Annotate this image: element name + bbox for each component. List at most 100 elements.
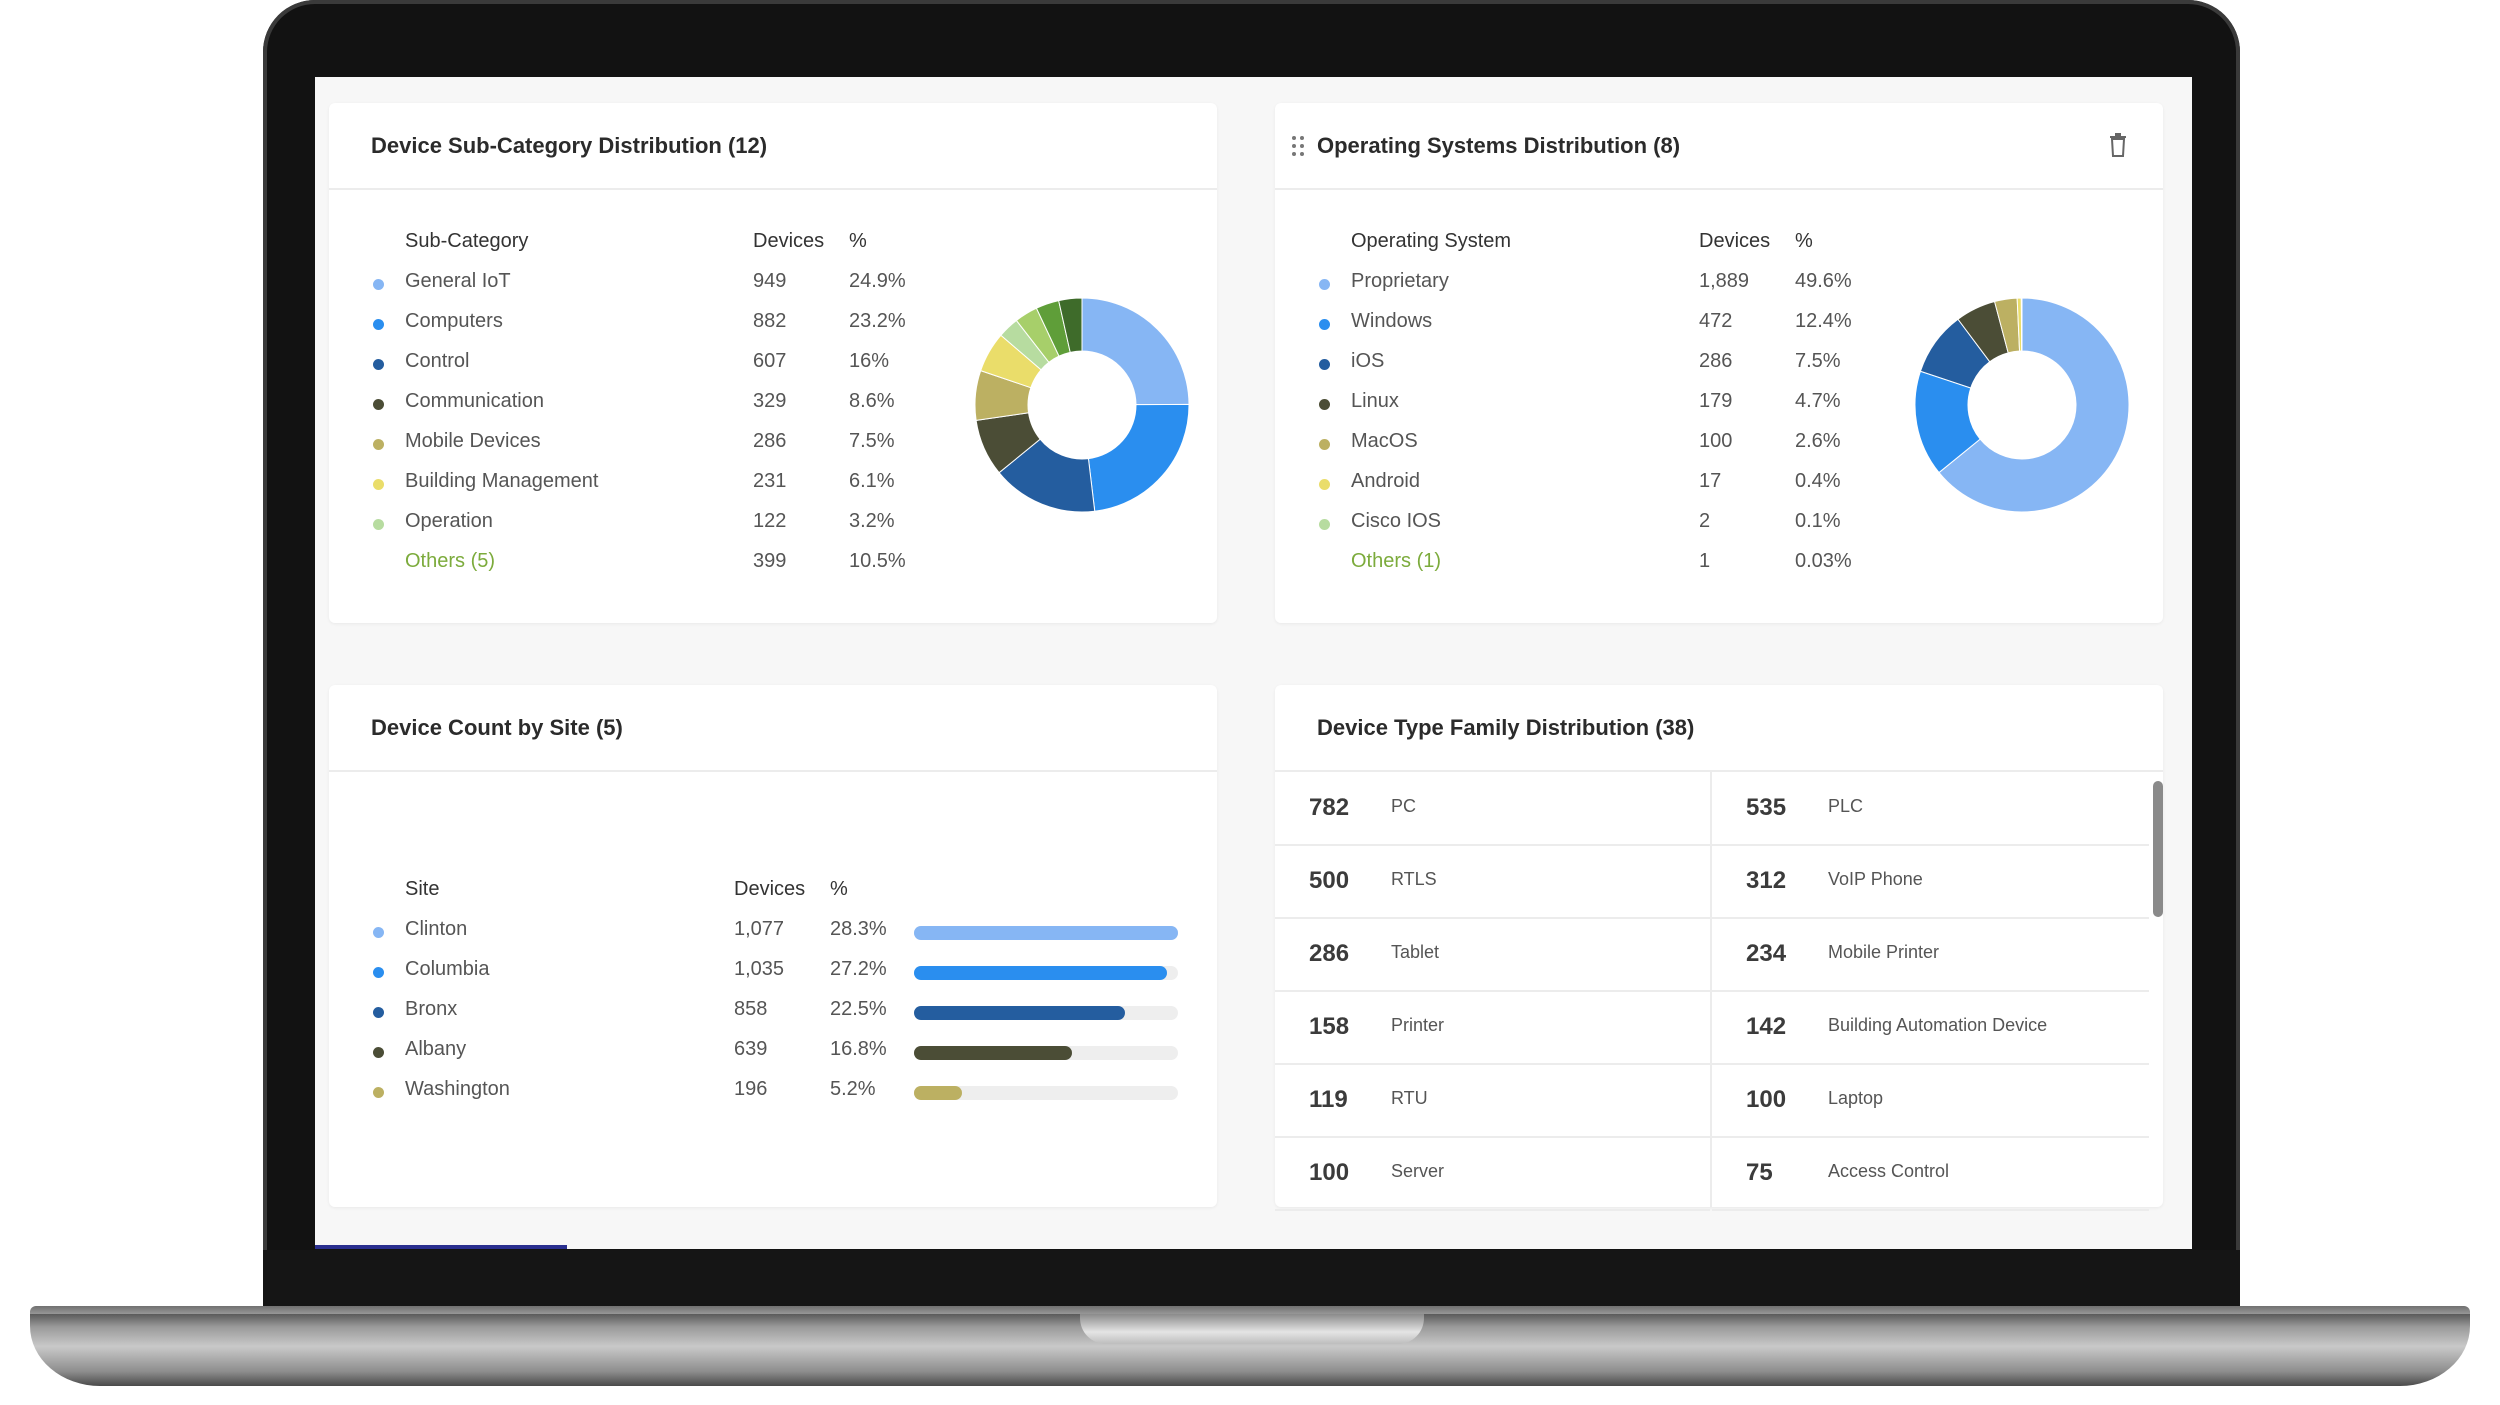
os-title: Operating Systems Distribution (8) xyxy=(1317,132,1681,158)
trash-icon[interactable] xyxy=(2109,133,2127,157)
site-card-header: Device Count by Site (5) xyxy=(329,685,1217,772)
os-row[interactable]: MacOS 100 2.6% xyxy=(1319,430,1859,460)
subcategory-donut-segment-1[interactable] xyxy=(1087,403,1190,512)
site-bar-fill xyxy=(914,966,1168,980)
legend-dot xyxy=(373,279,384,290)
device-type-cell[interactable]: 158 Printer xyxy=(1275,991,1710,1065)
os-row[interactable]: Windows 472 12.4% xyxy=(1319,310,1859,340)
subcategory-label: General IoT xyxy=(405,270,511,292)
device-type-cell[interactable]: 286 Tablet xyxy=(1275,918,1710,992)
subcategory-row[interactable]: Building Management 231 6.1% xyxy=(373,470,913,500)
device-type-name: PLC xyxy=(1828,796,1864,816)
site-table-header: Site Devices % xyxy=(373,878,1173,908)
devices-value: 607 xyxy=(753,350,787,372)
legend-dot xyxy=(1319,439,1330,450)
others-label[interactable]: Others (5) xyxy=(405,550,496,572)
device-type-cell[interactable]: 100 Server xyxy=(1275,1137,1710,1211)
subcategory-card: Device Sub-Category Distribution (12) Su… xyxy=(329,103,1217,623)
others-row[interactable]: Others (1) 1 0.03% xyxy=(1319,550,1859,580)
devices-value: 472 xyxy=(1699,310,1733,332)
device-type-cell[interactable]: 100 Laptop xyxy=(1712,1064,2149,1138)
subcategory-row[interactable]: Operation 122 3.2% xyxy=(373,510,913,540)
column-header-site: Site xyxy=(405,878,440,900)
legend-dot xyxy=(373,399,384,410)
subcategory-label: Communication xyxy=(405,390,544,412)
device-type-name: Building Automation Device xyxy=(1828,1015,2048,1035)
os-row[interactable]: iOS 286 7.5% xyxy=(1319,350,1859,380)
device-type-name: Tablet xyxy=(1391,942,1440,962)
pct-value: 16% xyxy=(849,350,890,372)
site-label: Clinton xyxy=(405,918,468,940)
device-type-cell[interactable]: 500 RTLS xyxy=(1275,845,1710,919)
devices-value: 639 xyxy=(734,1038,768,1060)
column-header-devices: Devices xyxy=(753,230,825,252)
column-header-pct: % xyxy=(1795,230,1813,252)
legend-dot xyxy=(373,319,384,330)
site-row[interactable]: Bronx 858 22.5% xyxy=(373,998,1178,1028)
os-label: MacOS xyxy=(1351,430,1418,452)
os-donut-segment-0[interactable] xyxy=(1938,297,2130,513)
os-row[interactable]: Cisco IOS 2 0.1% xyxy=(1319,510,1859,540)
subcategory-donut-segment-0[interactable] xyxy=(1081,297,1190,406)
device-type-name: Mobile Printer xyxy=(1828,942,1940,962)
site-row[interactable]: Albany 639 16.8% xyxy=(373,1038,1178,1068)
scrollbar[interactable] xyxy=(2153,781,2163,917)
os-row[interactable]: Linux 179 4.7% xyxy=(1319,390,1859,420)
subcategory-row[interactable]: Control 607 16% xyxy=(373,350,913,380)
subcategory-row[interactable]: Communication 329 8.6% xyxy=(373,390,913,420)
device-type-count: 142 xyxy=(1746,1013,1787,1040)
device-type-cell[interactable]: 142 Building Automation Device xyxy=(1712,991,2149,1065)
site-row[interactable]: Columbia 1,035 27.2% xyxy=(373,958,1178,988)
subcategory-row[interactable]: General IoT 949 24.9% xyxy=(373,270,913,300)
devices-value: 949 xyxy=(753,270,787,292)
legend-dot xyxy=(373,439,384,450)
site-row[interactable]: Clinton 1,077 28.3% xyxy=(373,918,1178,948)
os-label: Android xyxy=(1351,470,1420,492)
subcategory-row[interactable]: Mobile Devices 286 7.5% xyxy=(373,430,913,460)
device-type-cell[interactable]: 535 PLC xyxy=(1712,772,2149,846)
legend-dot xyxy=(1319,399,1330,410)
subcategory-label: Mobile Devices xyxy=(405,430,541,452)
site-label: Washington xyxy=(405,1078,510,1100)
os-card: Operating Systems Distribution (8) Opera… xyxy=(1275,103,2163,623)
devices-value: 1,889 xyxy=(1699,270,1750,292)
subcategory-donut-segment-9[interactable] xyxy=(1058,297,1083,353)
dashboard-screen: Device Sub-Category Distribution (12) Su… xyxy=(315,77,2192,1249)
drag-handle-icon[interactable] xyxy=(1291,135,1305,157)
site-bar-track xyxy=(914,966,1178,980)
subcategory-label: Computers xyxy=(405,310,503,332)
pct-value: 24.9% xyxy=(849,270,906,292)
others-label[interactable]: Others (1) xyxy=(1351,550,1442,572)
pct-value: 0.4% xyxy=(1795,470,1841,492)
device-type-cell[interactable]: 312 VoIP Phone xyxy=(1712,845,2149,919)
os-row[interactable]: Proprietary 1,889 49.6% xyxy=(1319,270,1859,300)
device-type-count: 100 xyxy=(1746,1086,1787,1113)
legend-dot xyxy=(1319,479,1330,490)
os-row[interactable]: Android 17 0.4% xyxy=(1319,470,1859,500)
pct-value: 27.2% xyxy=(830,958,887,980)
os-label: iOS xyxy=(1351,350,1385,372)
subcategory-row[interactable]: Computers 882 23.2% xyxy=(373,310,913,340)
devices-value: 286 xyxy=(1699,350,1733,372)
device-type-cell[interactable]: 119 RTU xyxy=(1275,1064,1710,1138)
pct-value: 8.6% xyxy=(849,390,895,412)
legend-dot xyxy=(373,1007,384,1018)
os-donut-segment-6[interactable] xyxy=(2020,297,2023,352)
pct-value: 5.2% xyxy=(830,1078,876,1100)
pct-value: 23.2% xyxy=(849,310,906,332)
site-bar-track xyxy=(914,926,1178,940)
os-table-header: Operating System Devices % xyxy=(1319,230,1859,260)
device-type-count: 75 xyxy=(1746,1159,1773,1186)
site-bar-track xyxy=(914,1086,1178,1100)
others-row[interactable]: Others (5) 399 10.5% xyxy=(373,550,913,580)
subcategory-label: Operation xyxy=(405,510,493,532)
os-label: Cisco IOS xyxy=(1351,510,1442,532)
device-type-cell[interactable]: 782 PC xyxy=(1275,772,1710,846)
device-type-cell[interactable]: 75 Access Control xyxy=(1712,1137,2149,1211)
os-donut-chart xyxy=(1914,297,2130,513)
site-row[interactable]: Washington 196 5.2% xyxy=(373,1078,1178,1108)
device-type-cell[interactable]: 234 Mobile Printer xyxy=(1712,918,2149,992)
legend-dot xyxy=(1319,359,1330,370)
os-label: Linux xyxy=(1351,390,1399,412)
others-devices: 399 xyxy=(753,550,787,572)
